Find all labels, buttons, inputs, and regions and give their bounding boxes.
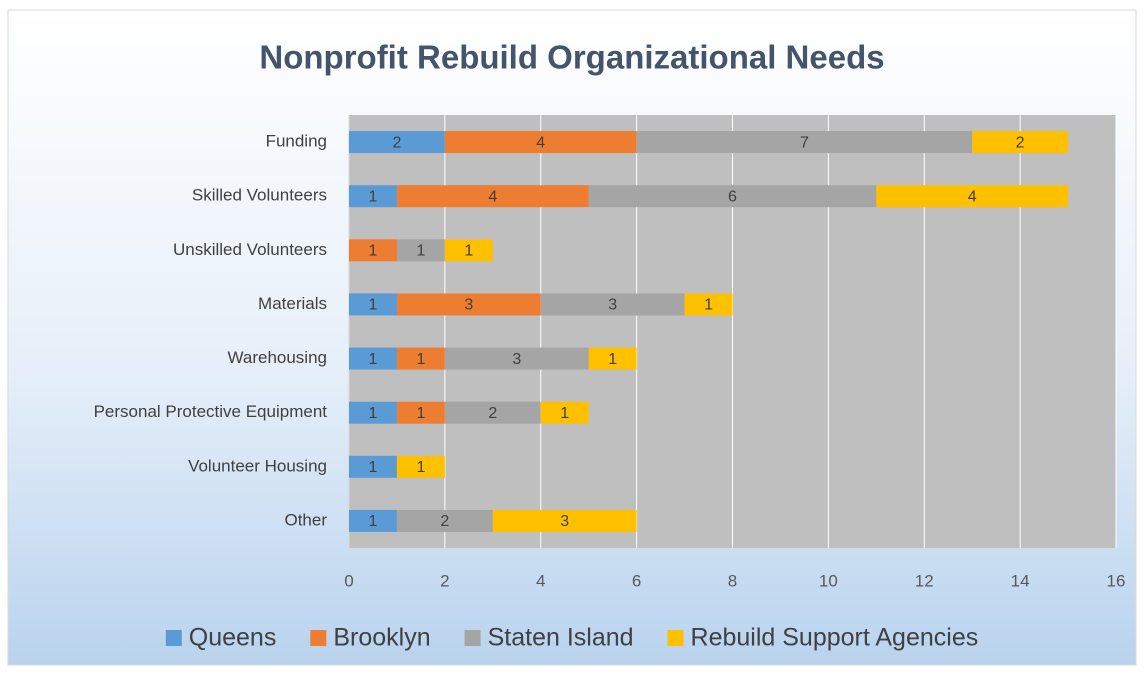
legend-label: Rebuild Support Agencies — [691, 624, 979, 652]
bar-segment — [349, 131, 445, 154]
x-tick-label: 8 — [728, 571, 737, 590]
x-tick-label: 6 — [632, 571, 641, 590]
data-label: 1 — [416, 243, 425, 260]
y-tick-label: Unskilled Volunteers — [173, 240, 327, 259]
data-label: 1 — [369, 459, 378, 476]
legend-label: Queens — [189, 624, 277, 652]
data-label: 3 — [560, 513, 569, 530]
bar-segment — [588, 185, 877, 208]
x-tick-label: 16 — [1107, 571, 1126, 590]
data-label: 1 — [416, 459, 425, 476]
chart-title: Nonprofit Rebuild Organizational Needs — [259, 39, 884, 76]
bar-segment — [349, 239, 397, 262]
data-label: 3 — [512, 351, 521, 368]
bar-segment — [349, 455, 397, 478]
bar-segment — [684, 293, 733, 316]
bar-segment — [349, 293, 397, 316]
bar-segment — [444, 239, 493, 262]
bar-segment — [444, 131, 637, 154]
data-label: 3 — [464, 297, 473, 314]
x-tick-label: 2 — [440, 571, 449, 590]
data-label: 1 — [464, 243, 473, 260]
x-tick-label: 10 — [819, 571, 838, 590]
y-tick-label: Volunteer Housing — [188, 456, 327, 475]
y-tick-label: Skilled Volunteers — [192, 186, 327, 205]
bar-segment — [972, 131, 1069, 154]
data-label: 7 — [800, 134, 809, 151]
legend-label: Staten Island — [488, 624, 634, 652]
data-label: 2 — [488, 405, 497, 422]
data-label: 4 — [536, 134, 545, 151]
y-tick-label: Materials — [258, 294, 327, 313]
x-tick-label: 0 — [344, 571, 353, 590]
data-label: 1 — [416, 405, 425, 422]
data-label: 2 — [440, 513, 449, 530]
data-label: 1 — [416, 351, 425, 368]
legend-swatch — [464, 630, 481, 646]
y-tick-label: Personal Protective Equipment — [94, 402, 328, 421]
data-label: 2 — [392, 134, 401, 151]
data-label: 3 — [608, 297, 617, 314]
bar-segment — [349, 347, 397, 370]
data-label: 2 — [1016, 134, 1025, 151]
y-tick-label: Funding — [266, 132, 327, 151]
bar-segment — [540, 401, 589, 424]
bar-segment — [444, 401, 541, 424]
bar-segment — [396, 185, 589, 208]
data-label: 6 — [728, 188, 737, 205]
bar-segment — [396, 401, 445, 424]
bar-segment — [636, 131, 973, 154]
bar-segment — [492, 509, 637, 532]
data-label: 1 — [369, 351, 378, 368]
bar-segment — [396, 239, 445, 262]
bar-segment — [540, 293, 685, 316]
y-tick-label: Other — [284, 510, 327, 529]
y-tick-label: Warehousing — [227, 348, 327, 367]
legend-swatch — [310, 630, 327, 646]
data-label: 1 — [369, 513, 378, 530]
data-label: 1 — [560, 405, 569, 422]
legend-swatch — [165, 630, 182, 646]
bar-segment — [444, 347, 589, 370]
x-tick-label: 4 — [536, 571, 545, 590]
data-label: 1 — [369, 297, 378, 314]
legend-label: Brooklyn — [333, 624, 430, 652]
bar-segment — [396, 347, 445, 370]
data-label: 1 — [704, 297, 713, 314]
bar-segment — [349, 509, 397, 532]
x-tick-label: 14 — [1011, 571, 1030, 590]
bar-segment — [396, 509, 493, 532]
data-label: 1 — [369, 243, 378, 260]
bar-segment — [349, 401, 397, 424]
data-label: 4 — [968, 188, 977, 205]
bar-segment — [349, 185, 397, 208]
bar-segment — [876, 185, 1069, 208]
bar-segment — [588, 347, 637, 370]
x-tick-label: 12 — [915, 571, 934, 590]
data-label: 1 — [369, 188, 378, 205]
data-label: 1 — [369, 405, 378, 422]
legend-swatch — [667, 630, 684, 646]
bar-segment — [396, 455, 445, 478]
data-label: 4 — [488, 188, 497, 205]
data-label: 1 — [608, 351, 617, 368]
bar-segment — [396, 293, 541, 316]
